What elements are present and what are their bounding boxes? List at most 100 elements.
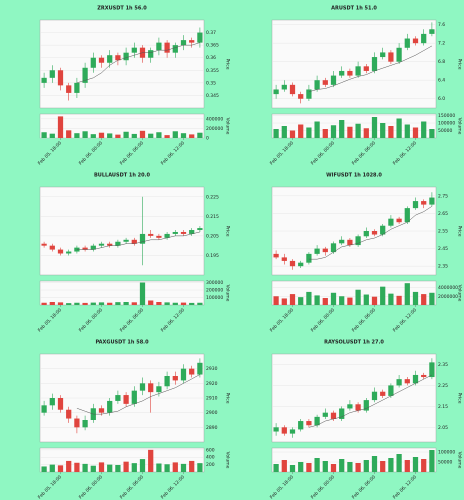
moving-average-line [76, 42, 200, 84]
volume-bar [396, 118, 402, 138]
volume-bar [49, 464, 55, 472]
volume-bar [363, 294, 369, 305]
y-tick-label: 0.205 [206, 233, 219, 239]
chart-panel: BULLAUSDT 1h 20.0 0.195 0.205 0.215 0.225 100… [37, 173, 231, 334]
x-tick-label: Feb 05, 18:00 [37, 140, 63, 166]
candle-body [82, 420, 88, 428]
candle-body [107, 55, 113, 63]
y-tick-label: 0.37 [206, 30, 216, 36]
x-tick-label: Feb 06, 12:00 [392, 140, 418, 166]
candle-body [49, 245, 55, 250]
candle-body [421, 201, 427, 205]
candle-body [289, 84, 296, 95]
y-tick-label: 2.35 [438, 362, 448, 368]
candle-body [388, 52, 394, 62]
candle-body [98, 243, 105, 246]
y-tick-label: 2.05 [438, 425, 448, 431]
candle-body [123, 239, 129, 242]
volume-bar [314, 295, 320, 305]
y-tick-label: 0.225 [206, 194, 219, 200]
moving-average-line [76, 374, 201, 415]
candle-body [314, 80, 320, 90]
y-tick-label: 0.215 [206, 214, 219, 220]
candle-body [371, 57, 378, 71]
volume-bar [306, 463, 312, 472]
y-tick-label: 0.36 [206, 55, 216, 61]
y-tick-label: 0.355 [206, 68, 219, 74]
y-axis-label: Price [457, 226, 463, 237]
candle-body [131, 47, 137, 53]
y-tick-label: 2900 [206, 410, 218, 416]
chart-title: PAXGUSDT 1h 58.0 [95, 340, 149, 346]
volume-bar [66, 303, 72, 305]
candle-body [180, 368, 187, 381]
candle-body [339, 408, 345, 419]
candle-body [298, 421, 304, 430]
candle-body [57, 398, 64, 410]
candle-body [197, 228, 203, 231]
candle-body [371, 391, 378, 401]
price-plot-area [39, 186, 205, 276]
moving-average-line [308, 206, 433, 260]
volume-bar [156, 302, 162, 305]
x-tick-label: Feb 06, 06:00 [119, 474, 145, 500]
y-tick-label: 6.4 [438, 78, 445, 84]
candle-body [339, 70, 345, 76]
candle-body [314, 416, 320, 426]
candle-body [347, 239, 353, 246]
volume-tick-label: 100000 [438, 121, 455, 127]
candle-body [306, 421, 312, 426]
x-tick-label: Feb 05, 18:00 [37, 474, 63, 500]
chart-title: RAYSOLUSDT 1h 27.0 [324, 340, 384, 346]
volume-bar [74, 133, 80, 138]
y-axis-label: Price [225, 393, 231, 404]
volume-bar [66, 460, 72, 472]
chart-title: WIFUSDT 1h 1028.0 [326, 173, 382, 179]
volume-bar [347, 126, 353, 138]
candle-body [404, 379, 410, 384]
volume-bar [273, 296, 279, 305]
candle-body [156, 42, 162, 51]
candle-body [49, 70, 55, 78]
x-tick-label: Feb 06, 06:00 [351, 140, 377, 166]
candle-body [412, 201, 419, 209]
candle-body [41, 77, 47, 83]
volume-bar [148, 300, 154, 305]
y-tick-label: 6.8 [438, 59, 445, 65]
candle-body [281, 257, 287, 261]
volume-bar [388, 126, 394, 138]
x-tick-label: Feb 06, 00:00 [78, 140, 104, 166]
volume-tick-label: 200000 [206, 288, 223, 294]
volume-bar [298, 124, 304, 138]
volume-bar [298, 462, 304, 472]
candle-body [115, 241, 121, 246]
volume-bar [339, 120, 345, 138]
volume-bar [189, 302, 195, 305]
volume-tick-label: 2000000 [438, 294, 458, 300]
candle-body [404, 38, 410, 48]
candle-body [429, 362, 435, 378]
candle-body [429, 197, 435, 205]
candle-body [74, 82, 80, 93]
candle-body [180, 40, 187, 46]
y-tick-label: 2.35 [438, 264, 448, 270]
volume-bar [355, 289, 361, 305]
volume-bar [148, 449, 154, 472]
candle-body [273, 253, 279, 258]
candle-body [66, 85, 72, 93]
y-tick-label: 2930 [206, 366, 218, 372]
x-tick-label: Feb 06, 00:00 [78, 307, 104, 333]
candle-body [156, 386, 162, 393]
volume-bar [421, 121, 427, 138]
x-tick-label: Feb 06, 12:00 [160, 140, 186, 166]
volume-bar [131, 463, 137, 472]
volume-bar [107, 133, 113, 138]
volume-bar [314, 458, 320, 472]
candle-body [363, 400, 369, 411]
volume-bar [98, 132, 105, 138]
volume-bar [197, 302, 203, 305]
candle-body [330, 412, 337, 419]
y-tick-label: 0.365 [206, 43, 219, 49]
volume-bar [429, 129, 435, 138]
